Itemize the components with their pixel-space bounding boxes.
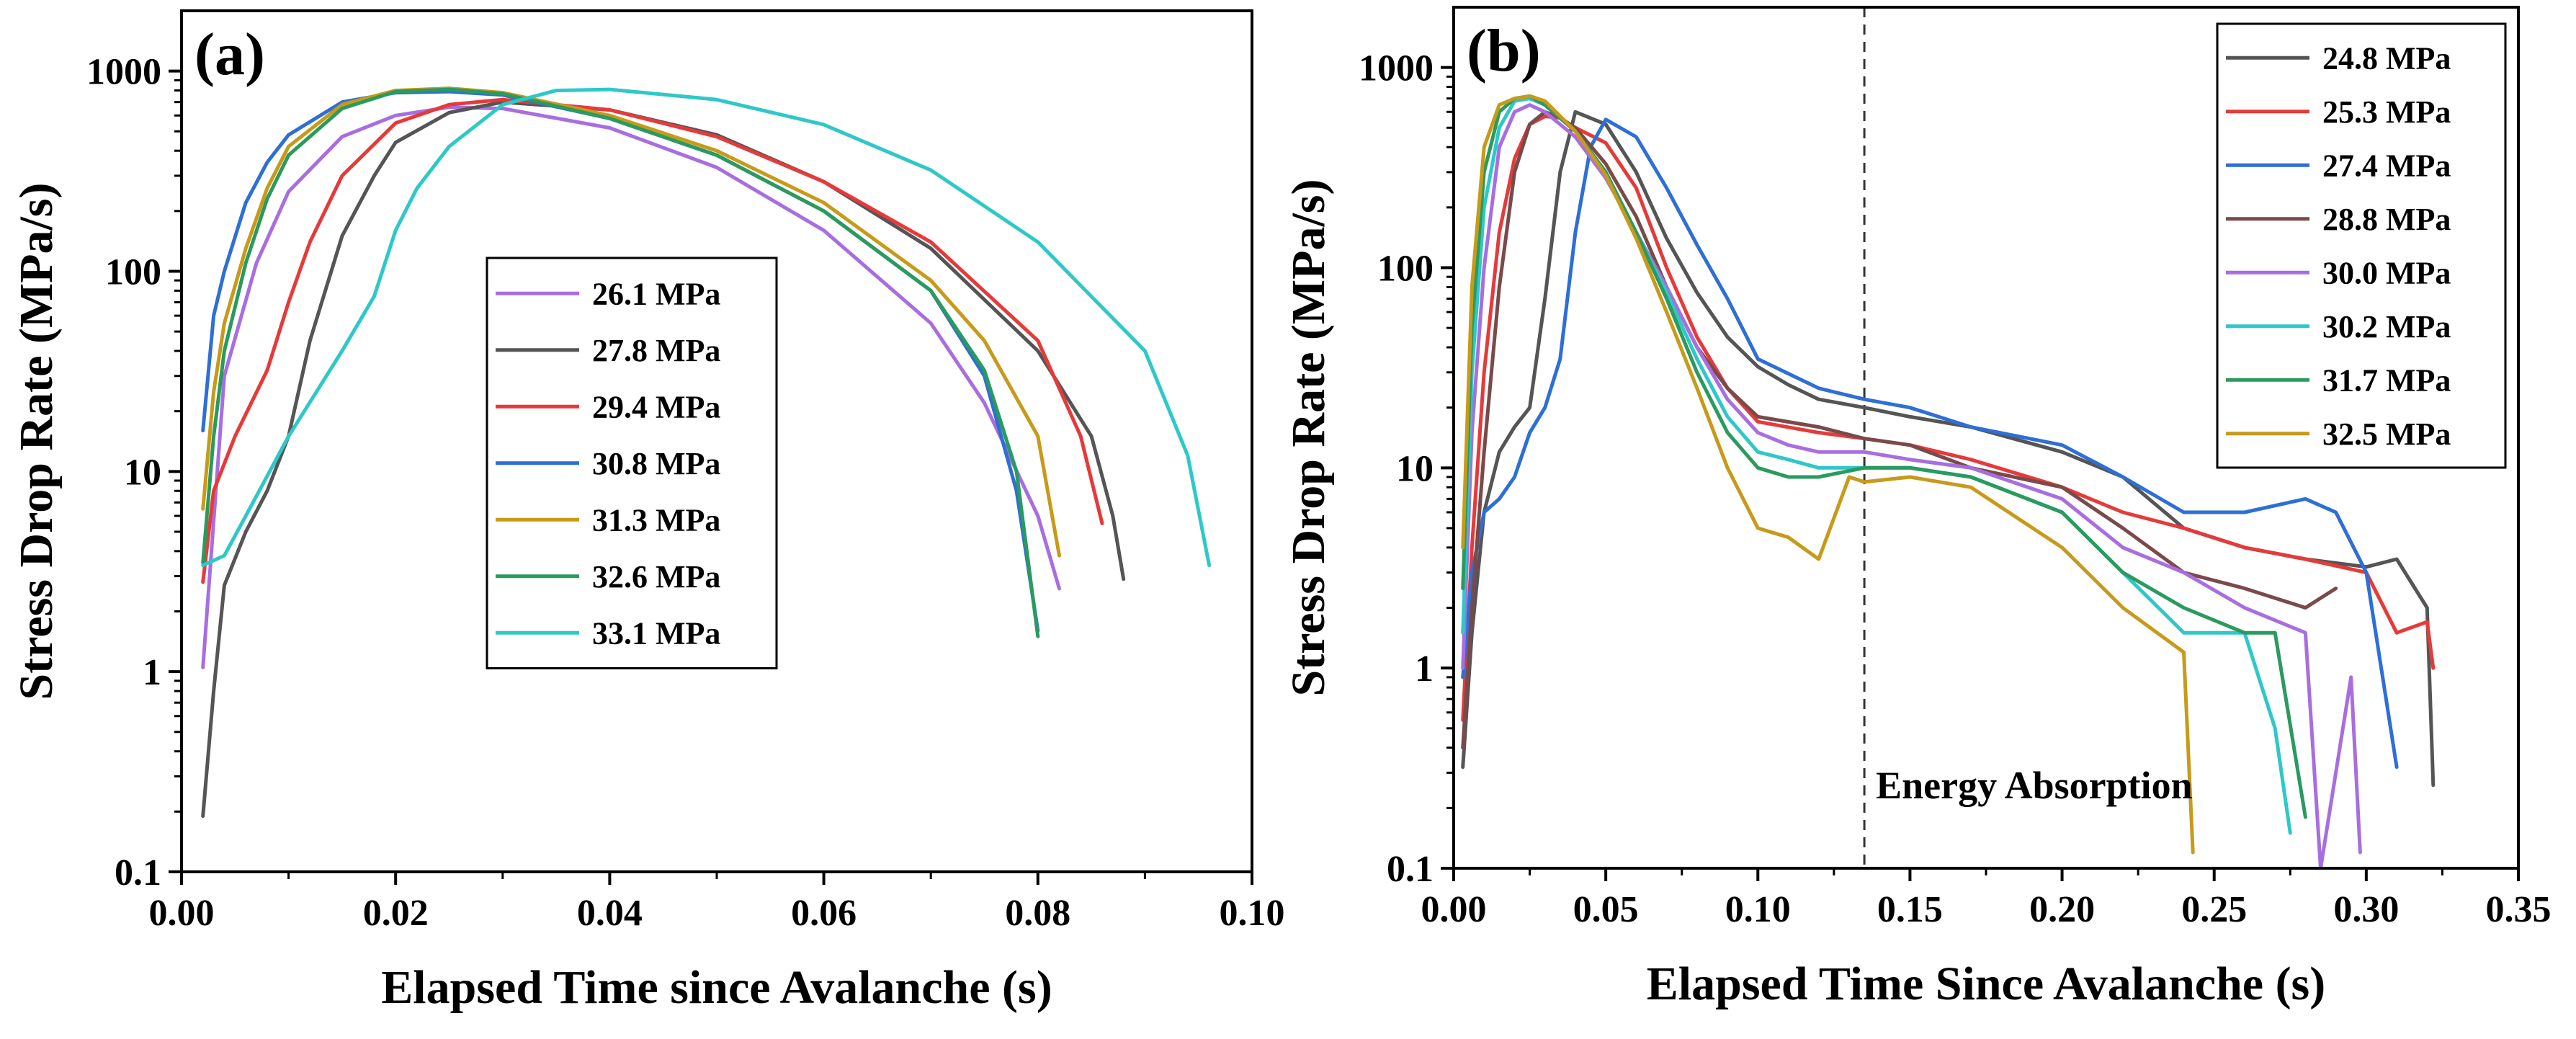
legend-label-b-5: 30.2 MPa: [2322, 309, 2451, 344]
x-tick-label-a: 0.02: [363, 893, 429, 934]
x-axis-title-b: Elapsed Time Since Avalanche (s): [1647, 958, 2325, 1010]
legend-box-b: [2216, 22, 2507, 469]
y-tick-label-a: 100: [105, 251, 161, 293]
legend-label-b-4: 30.0 MPa: [2322, 255, 2451, 290]
x-tick-label-b: 0.35: [2486, 889, 2552, 930]
y-tick-label-a: 1000: [86, 52, 161, 93]
y-tick-label-a: 10: [124, 452, 161, 493]
legend-label-b-7: 32.5 MPa: [2322, 416, 2451, 452]
y-axis-title-b: Stress Drop Rate (MPa/s): [1282, 179, 1335, 697]
y-tick-label-b: 0.1: [1387, 849, 1434, 890]
legend-label-b-6: 31.7 MPa: [2322, 362, 2451, 398]
panel-a: 0.00 0.02 0.04 0.06 0.08 0.10 0.1 1 10 100 1000 (a)…: [10, 9, 1285, 1014]
legend-label-a-2: 29.4 MPa: [592, 389, 720, 424]
x-tick-label-b: 0.30: [2333, 889, 2399, 930]
series-line-a-0: [201, 105, 1061, 669]
panel-b: 0.00 0.05 0.10 0.15 0.20 0.25 0.30 0.35 0.1 1 10 10…: [1282, 6, 2552, 1010]
y-tick-label-a: 1: [143, 652, 161, 693]
series-line-a-5: [201, 87, 1040, 638]
x-tick-label-b: 0.10: [1725, 889, 1791, 930]
legend-label-a-0: 26.1 MPa: [592, 276, 720, 311]
x-axis-title-a: Elapsed Time since Avalanche (s): [381, 961, 1052, 1014]
x-tick-label-a: 0.10: [1220, 893, 1285, 934]
series-line-a-2: [201, 97, 1104, 584]
x-tick-label-b: 0.15: [1877, 889, 1943, 930]
x-tick-label-a: 0.06: [791, 893, 857, 934]
series-line-b-7: [1461, 94, 2195, 855]
legend-label-a-4: 31.3 MPa: [592, 502, 720, 538]
y-axis-title-a: Stress Drop Rate (MPa/s): [10, 183, 63, 700]
y-tick-label-b: 100: [1377, 248, 1434, 289]
x-tick-label-a: 0.00: [149, 893, 215, 934]
series-line-b-2: [1461, 117, 2399, 770]
legend-label-a-1: 27.8 MPa: [592, 333, 720, 368]
x-tick-label-a: 0.04: [577, 893, 643, 934]
plot-frame-b: [1452, 6, 2520, 870]
legend-label-a-5: 32.6 MPa: [592, 559, 720, 594]
series-line-a-6: [201, 87, 1212, 567]
legend-label-a-3: 30.8 MPa: [592, 446, 720, 481]
y-tick-label-b: 1: [1415, 648, 1434, 690]
series-line-b-1: [1461, 115, 2436, 722]
energy-absorption-label: Energy Absorption: [1876, 764, 2193, 807]
legend-label-b-3: 28.8 MPa: [2322, 202, 2451, 237]
panel-label-a: (a): [194, 21, 265, 88]
x-tick-label-b: 0.20: [2029, 889, 2095, 930]
x-tick-label-b: 0.00: [1421, 889, 1487, 930]
x-tick-label-b: 0.25: [2181, 889, 2247, 930]
plot-frame-a: [180, 9, 1253, 873]
legend-label-b-2: 27.4 MPa: [2322, 148, 2451, 183]
legend-label-b-1: 25.3 MPa: [2322, 94, 2451, 130]
legend-label-b-0: 24.8 MPa: [2322, 40, 2451, 76]
legend-label-a-6: 33.1 MPa: [592, 615, 720, 651]
y-tick-label-a: 0.1: [115, 852, 161, 893]
series-line-b-4: [1461, 103, 2362, 868]
x-tick-label-b: 0.05: [1573, 889, 1639, 930]
series-line-a-1: [201, 100, 1126, 819]
y-tick-label-b: 1000: [1359, 48, 1434, 89]
y-tick-label-b: 10: [1396, 448, 1434, 489]
panel-label-b: (b): [1467, 17, 1541, 84]
x-tick-label-a: 0.08: [1005, 893, 1070, 934]
